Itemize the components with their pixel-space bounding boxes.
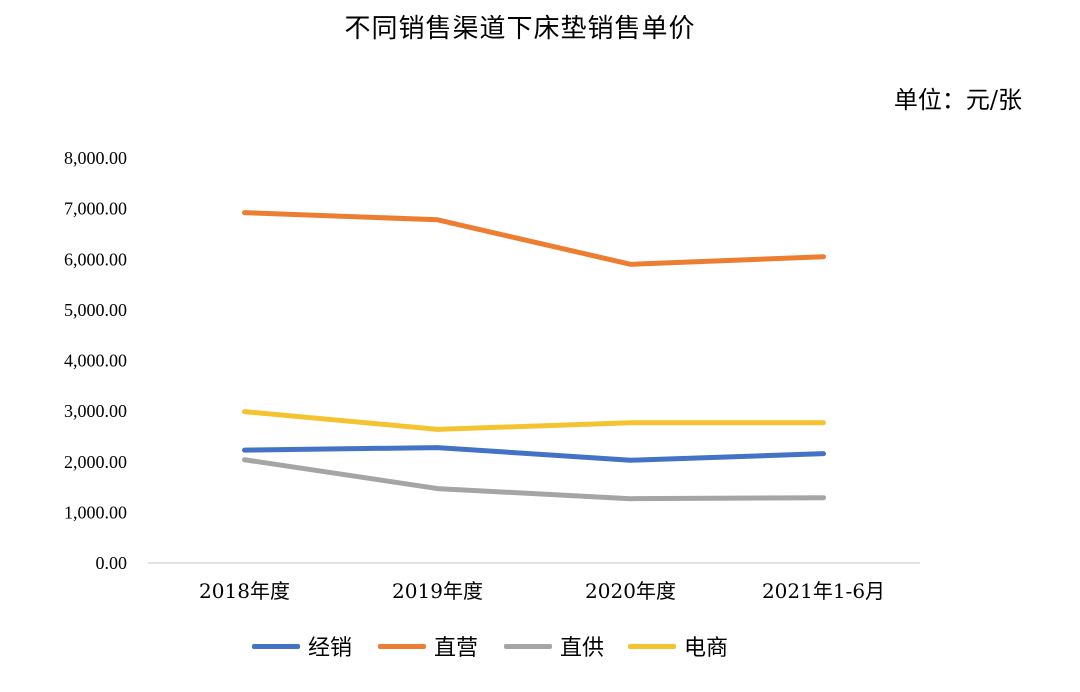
legend-swatch	[628, 643, 676, 649]
legend-swatch	[378, 643, 426, 649]
x-tick-label: 2020年度	[585, 579, 676, 603]
chart-title: 不同销售渠道下床垫销售单价	[344, 14, 696, 44]
legend-item: 直供	[504, 628, 604, 664]
series-lines	[242, 210, 826, 502]
legend-item: 电商	[628, 628, 728, 664]
legend-item: 直营	[378, 628, 478, 664]
y-tick-label: 2,000.00	[64, 452, 127, 472]
legend: 经销 直营 直供 电商	[0, 628, 1080, 664]
legend-swatch	[252, 643, 300, 649]
y-tick-label: 1,000.00	[64, 502, 127, 522]
legend-label: 经销	[308, 636, 353, 661]
y-tick-label: 6,000.00	[64, 249, 127, 269]
legend-label: 直供	[560, 636, 605, 661]
x-tick-label: 2019年度	[392, 579, 483, 603]
series-line-3	[242, 409, 826, 432]
y-tick-label: 3,000.00	[64, 401, 127, 421]
y-tick-label: 5,000.00	[64, 300, 127, 320]
legend-swatch	[504, 643, 552, 649]
unit-label: 单位：元/张	[893, 86, 1022, 114]
y-tick-label: 8,000.00	[64, 148, 127, 168]
legend-label: 电商	[684, 636, 729, 661]
y-tick-label: 4,000.00	[64, 351, 127, 371]
x-axis-ticks: 2018年度 2019年度 2020年度 2021年1-6月	[199, 579, 885, 603]
x-tick-label: 2021年1-6月	[762, 579, 885, 603]
y-tick-label: 7,000.00	[64, 199, 127, 219]
series-line-2	[242, 457, 826, 502]
series-line-0	[242, 445, 826, 463]
y-tick-label: 0.00	[96, 553, 128, 573]
legend-label: 直营	[434, 636, 479, 661]
x-tick-label: 2018年度	[199, 579, 290, 603]
y-axis-ticks: 0.00 1,000.00 2,000.00 3,000.00 4,000.00 5,00…	[64, 148, 127, 573]
series-line-1	[242, 210, 826, 267]
legend-item: 经销	[252, 628, 352, 664]
